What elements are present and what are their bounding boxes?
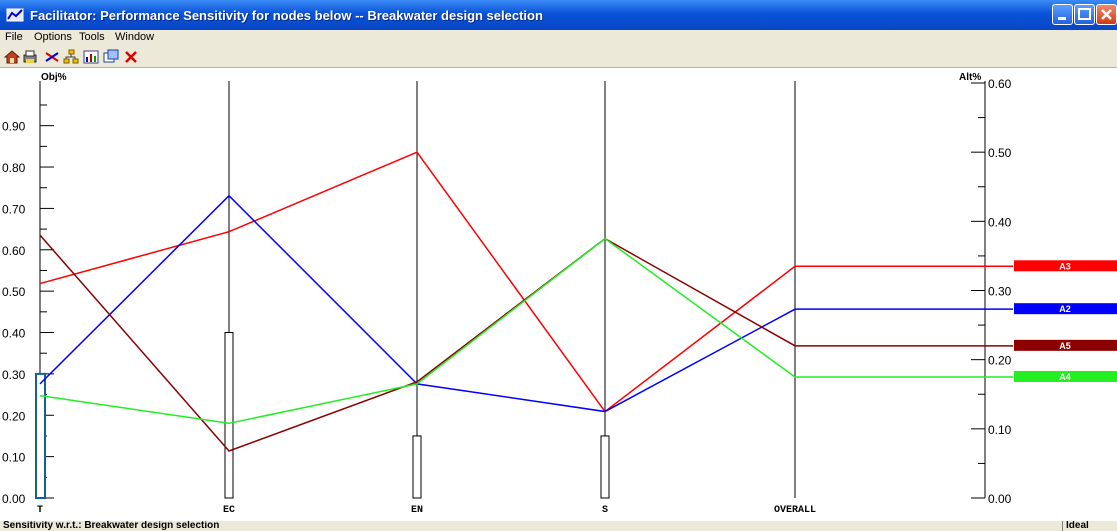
status-text: Sensitivity w.r.t.: Breakwater design se…: [3, 521, 220, 531]
print-icon[interactable]: [22, 49, 38, 65]
series-line: [39, 151, 1013, 413]
category-label: T: [37, 505, 43, 516]
left-tick-label: 0.10: [2, 451, 26, 465]
close-x-icon[interactable]: [123, 49, 139, 65]
legend-label: A2: [1059, 304, 1071, 314]
right-tick-label: 0.20: [988, 354, 1012, 368]
series-line: [39, 194, 1013, 413]
category-label: EC: [223, 505, 235, 516]
legend-tag: [1014, 303, 1117, 315]
right-tick-label: 0.50: [988, 146, 1012, 160]
legend-tag: [1014, 339, 1117, 351]
menu-options[interactable]: Options: [34, 31, 72, 43]
tree-icon[interactable]: [63, 49, 79, 65]
sensitivity-icon[interactable]: [44, 49, 60, 65]
maximize-icon: [1078, 8, 1091, 20]
left-tick-label: 0.90: [2, 120, 26, 134]
category-label: S: [602, 505, 608, 516]
category-label: EN: [411, 505, 423, 516]
weight-bar: [224, 332, 234, 499]
right-tick-label: 0.30: [988, 285, 1012, 299]
app-icon: [6, 8, 24, 22]
weight-bar: [600, 435, 610, 499]
chart-icon[interactable]: [83, 49, 99, 65]
sensitivity-chart: A3 A2 A5 A4 0.00 0.10 0.20 0.30 0.40 0.50 0.60 0.7…: [2, 72, 1117, 516]
right-tick-label: 0.60: [988, 77, 1012, 91]
menu-window[interactable]: Window: [115, 31, 155, 43]
maximize-button[interactable]: [1074, 4, 1095, 25]
window-icon[interactable]: [103, 49, 119, 65]
left-tick-label: 0.30: [2, 368, 26, 382]
legend-label: A4: [1059, 372, 1071, 382]
right-tick-label: 0.10: [988, 423, 1012, 437]
mode-indicator: Ideal Mode: [1062, 521, 1117, 531]
left-tick-label: 0.70: [2, 202, 26, 216]
toolbar: [0, 46, 1117, 68]
right-tick-label: 0.00: [988, 492, 1012, 506]
left-tick-label: 0.40: [2, 327, 26, 341]
legend-label: A3: [1059, 261, 1071, 271]
category-label: OVERALL: [774, 505, 816, 516]
title-bar: Facilitator: Performance Sensitivity for…: [0, 0, 1117, 30]
left-tick-label: 0.80: [2, 161, 26, 175]
minimize-button[interactable]: [1052, 4, 1073, 25]
window-title: Facilitator: Performance Sensitivity for…: [30, 8, 543, 23]
menu-bar: File Options Tools Window: [0, 30, 1117, 46]
legend-label: A5: [1059, 341, 1071, 351]
legend-tag: [1014, 260, 1117, 272]
close-button[interactable]: [1096, 4, 1117, 25]
left-tick-label: 0.20: [2, 409, 26, 423]
menu-file[interactable]: File: [5, 31, 23, 43]
left-tick-label: 0.50: [2, 285, 26, 299]
minimize-icon: [1058, 17, 1066, 20]
left-tick-label: 0.60: [2, 244, 26, 258]
right-tick-label: 0.40: [988, 215, 1012, 229]
series-line: [39, 237, 1013, 425]
menu-tools[interactable]: Tools: [79, 31, 105, 43]
left-tick-label: 0.00: [2, 492, 26, 506]
close-icon: [1101, 9, 1112, 20]
weight-bar: [412, 435, 422, 499]
left-axis-title: Obj%: [41, 72, 67, 83]
home-icon[interactable]: [4, 49, 20, 65]
series-line: [39, 234, 1013, 452]
status-bar: Sensitivity w.r.t.: Breakwater design se…: [0, 521, 1117, 531]
legend-tag: [1014, 370, 1117, 382]
weight-bar: [35, 372, 46, 500]
right-axis-title: Alt%: [959, 72, 981, 83]
